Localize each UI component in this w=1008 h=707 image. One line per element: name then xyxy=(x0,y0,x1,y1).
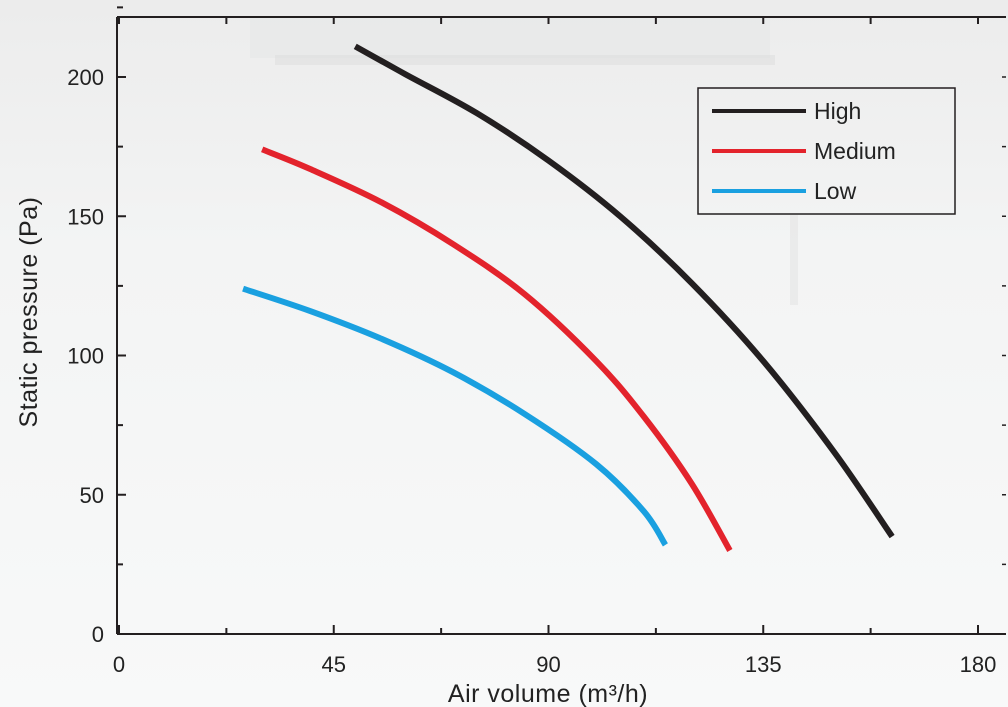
x-tick-label: 0 xyxy=(113,652,125,677)
y-tick-label: 0 xyxy=(92,622,104,647)
y-tick-label: 50 xyxy=(80,483,104,508)
legend-label-medium: Medium xyxy=(814,138,896,164)
x-tick-label: 90 xyxy=(536,652,560,677)
series-line-medium xyxy=(261,146,733,552)
y-tick-label: 150 xyxy=(67,204,104,229)
plot-lines xyxy=(242,43,895,552)
y-tick-label: 100 xyxy=(67,344,104,369)
legend: High Medium Low xyxy=(697,87,956,215)
tick-labels: 0 45 90 135 180 0 50 100 150 200 xyxy=(67,65,996,677)
axes xyxy=(116,16,1006,635)
series-line-low xyxy=(242,285,668,547)
ticks xyxy=(117,6,1006,634)
y-tick-label: 200 xyxy=(67,65,104,90)
x-axis-title: Air volume (m³/h) xyxy=(448,680,648,707)
y-axis-title: Static pressure (Pa) xyxy=(15,197,43,428)
legend-label-high: High xyxy=(814,98,861,124)
legend-label-low: Low xyxy=(814,178,857,204)
background-decoration xyxy=(250,18,798,305)
legend-box xyxy=(697,87,956,215)
x-tick-label: 135 xyxy=(745,652,782,677)
x-tick-label: 45 xyxy=(322,652,346,677)
x-tick-label: 180 xyxy=(960,652,997,677)
series-line-high xyxy=(353,43,895,539)
